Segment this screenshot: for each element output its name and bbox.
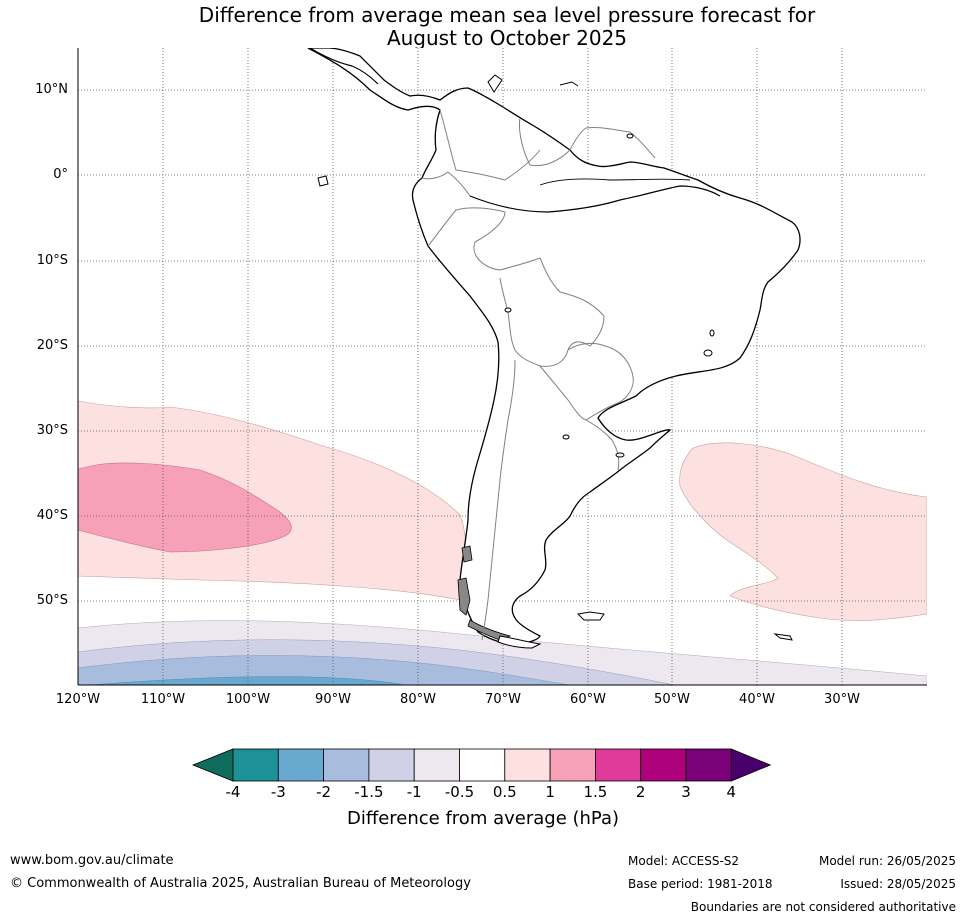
website-link[interactable]: www.bom.gov.au/climate bbox=[10, 853, 174, 868]
lon-label-90w: 90°W bbox=[315, 692, 351, 707]
lat-label-10s: 10°S bbox=[36, 253, 68, 268]
title-line-1: Difference from average mean sea level p… bbox=[198, 3, 816, 27]
lon-label-60w: 60°W bbox=[570, 692, 606, 707]
issued-info: Issued: 28/05/2025 bbox=[840, 877, 956, 891]
anomaly-pos-0-5-atlantic bbox=[679, 442, 927, 621]
south-georgia bbox=[773, 633, 793, 641]
title-line-2: August to October 2025 bbox=[386, 26, 628, 50]
colorbar-segment bbox=[323, 748, 370, 782]
lat-label-20s: 20°S bbox=[36, 338, 68, 353]
colorbar-segment bbox=[368, 748, 415, 782]
colorbar-tick-label: -1.5 bbox=[354, 783, 384, 801]
colorbar-tick-label: -2 bbox=[316, 783, 332, 801]
colorbar-segment bbox=[232, 748, 279, 782]
colorbar-segment bbox=[277, 748, 324, 782]
colorbar-tick-label: 4 bbox=[726, 783, 737, 801]
colorbar-segment bbox=[595, 748, 642, 782]
colorbar-low-extend bbox=[191, 748, 234, 782]
lon-label-80w: 80°W bbox=[400, 692, 436, 707]
colorbar-title: Difference from average (hPa) bbox=[346, 808, 620, 829]
colorbar-tick-label: -1 bbox=[406, 783, 422, 801]
colorbar bbox=[191, 748, 772, 782]
base-period-info: Base period: 1981-2018 bbox=[628, 877, 773, 891]
colorbar-segment bbox=[459, 748, 506, 782]
colorbar-tick-label: 2 bbox=[635, 783, 646, 801]
orinoco-river bbox=[539, 178, 691, 186]
colorbar-tick-label: -4 bbox=[225, 783, 241, 801]
chile-archipelago bbox=[457, 545, 512, 641]
caribbean-islands bbox=[317, 74, 579, 187]
lon-label-50w: 50°W bbox=[654, 692, 690, 707]
map-title: Difference from average mean sea level p… bbox=[0, 4, 965, 50]
lon-label-70w: 70°W bbox=[485, 692, 521, 707]
central-america bbox=[309, 48, 379, 85]
lon-label-40w: 40°W bbox=[739, 692, 775, 707]
colorbar-segment bbox=[504, 748, 551, 782]
country-borders bbox=[421, 109, 656, 641]
colorbar-tick-label: 1 bbox=[545, 783, 555, 801]
colorbar-segment bbox=[549, 748, 596, 782]
falkland-islands bbox=[576, 611, 605, 621]
colorbar-segment bbox=[685, 748, 732, 782]
colorbar-high-extend bbox=[730, 748, 772, 782]
lat-label-10n: 10°N bbox=[35, 82, 68, 97]
disclaimer-text: Boundaries are not considered authoritat… bbox=[690, 900, 956, 914]
copyright-text: © Commonwealth of Australia 2025, Austra… bbox=[10, 876, 471, 891]
anomaly-pos-1-pacific bbox=[78, 462, 292, 553]
map-area bbox=[78, 48, 927, 685]
model-run-info: Model run: 26/05/2025 bbox=[818, 854, 956, 868]
lon-label-110w: 110°W bbox=[140, 692, 186, 707]
lakes bbox=[504, 133, 715, 458]
lon-label-30w: 30°W bbox=[824, 692, 860, 707]
lat-label-30s: 30°S bbox=[36, 423, 68, 438]
colorbar-tick-label: 3 bbox=[681, 783, 691, 801]
colorbar-segment bbox=[413, 748, 460, 782]
lat-label-40s: 40°S bbox=[36, 508, 68, 523]
model-info: Model: ACCESS-S2 bbox=[628, 854, 740, 868]
anomaly-neg-2 bbox=[87, 676, 403, 685]
lat-label-50s: 50°S bbox=[36, 593, 68, 608]
lat-label-0: 0° bbox=[53, 167, 68, 182]
amazon-river bbox=[469, 185, 721, 213]
colorbar-segment bbox=[640, 748, 687, 782]
colorbar-tick-label: 0.5 bbox=[492, 783, 517, 801]
tierra-del-fuego bbox=[497, 635, 542, 649]
lon-label-100w: 100°W bbox=[225, 692, 271, 707]
colorbar-tick-label: 1.5 bbox=[583, 783, 608, 801]
map-panel bbox=[77, 48, 927, 686]
colorbar-tick-label: -0.5 bbox=[444, 783, 475, 801]
colorbar-tick-label: -3 bbox=[270, 783, 286, 801]
lon-label-120w: 120°W bbox=[55, 692, 101, 707]
